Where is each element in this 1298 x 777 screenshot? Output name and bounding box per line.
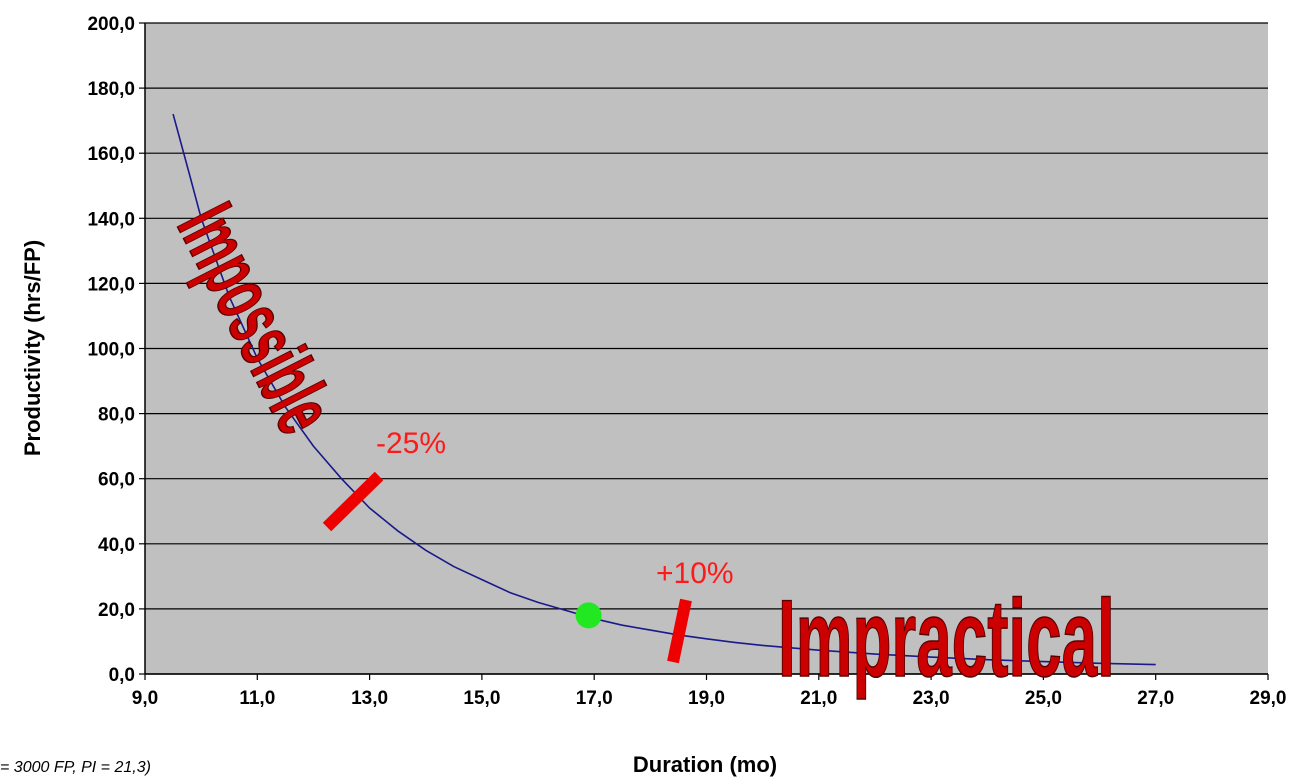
x-tick-label: 25,0: [1025, 688, 1062, 709]
y-tick-label: 120,0: [87, 274, 135, 295]
current-point-marker: [575, 602, 602, 629]
y-tick-label: 180,0: [87, 79, 135, 100]
x-tick-label: 11,0: [239, 688, 275, 709]
x-tick-label: 15,0: [463, 688, 500, 709]
x-tick-label: 21,0: [800, 688, 837, 709]
axes: [144, 23, 1268, 675]
x-tick-label: 17,0: [576, 688, 613, 709]
x-tick-label: 23,0: [913, 688, 950, 709]
x-tick-label: 19,0: [688, 688, 725, 709]
x-tick-label: 29,0: [1250, 688, 1287, 709]
x-tick-labels: 9,0 11,0 13,0 15,0 17,0 19,0 21,0 23,0 25,0 27,0 2…: [132, 688, 1287, 709]
productivity-curve: [172, 113, 1156, 666]
x-tick-label: 27,0: [1137, 688, 1174, 709]
footnote: = 3000 FP, PI = 21,3): [0, 759, 151, 776]
gridlines: [139, 22, 1269, 680]
y-tick-label: 200,0: [87, 14, 135, 35]
plus-10-label: +10%: [656, 557, 734, 590]
minus-25-label: -25%: [376, 427, 446, 460]
y-tick-label: 60,0: [98, 470, 135, 491]
y-tick-label: 80,0: [98, 405, 135, 426]
y-axis-title: Productivity (hrs/FP): [20, 240, 45, 456]
y-tick-label: 20,0: [98, 600, 135, 621]
y-tick-label: 100,0: [87, 340, 135, 361]
x-tick-label: 13,0: [351, 688, 388, 709]
minus-25-tick-mark: [322, 471, 384, 532]
x-tick-label: 9,0: [132, 688, 158, 709]
y-tick-label: 140,0: [87, 209, 135, 230]
y-tick-label: 0,0: [109, 665, 135, 686]
impractical-label: Impractical: [778, 578, 1115, 700]
y-tick-labels: 0,0 20,0 40,0 60,0 80,0 100,0 120,0 140,0 160,0 1…: [87, 14, 135, 686]
plus-10-tick-mark: [667, 598, 692, 664]
y-tick-label: 40,0: [98, 535, 135, 556]
y-tick-label: 160,0: [87, 144, 135, 165]
x-axis-title: Duration (mo): [633, 752, 777, 777]
